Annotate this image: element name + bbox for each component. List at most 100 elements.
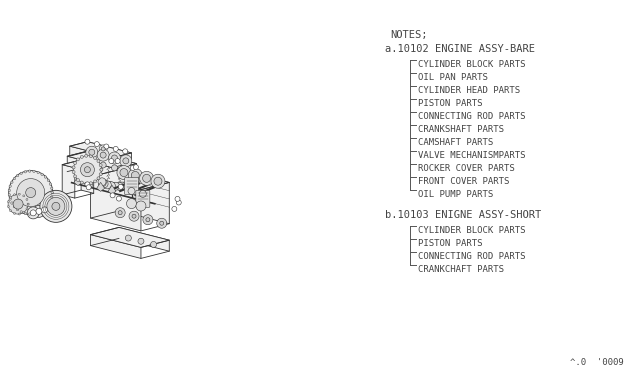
Polygon shape [119,227,170,251]
Circle shape [26,187,36,198]
Circle shape [74,175,77,178]
Polygon shape [90,177,141,231]
FancyBboxPatch shape [136,190,150,207]
Text: b.10103 ENIGNE ASSY-SHORT: b.10103 ENIGNE ASSY-SHORT [385,210,541,220]
Circle shape [150,241,157,247]
Circle shape [72,170,75,173]
Circle shape [9,171,52,215]
Circle shape [120,169,128,177]
Circle shape [138,238,144,244]
Circle shape [100,168,103,171]
Circle shape [28,207,39,219]
Text: CYLINDER BLOCK PARTS: CYLINDER BLOCK PARTS [418,226,525,235]
Circle shape [30,210,36,216]
Circle shape [94,142,99,147]
Circle shape [17,174,19,177]
Circle shape [13,205,15,208]
Polygon shape [90,235,141,259]
Circle shape [89,159,95,165]
Polygon shape [81,160,93,193]
Circle shape [19,213,20,215]
Circle shape [123,168,129,174]
Circle shape [51,192,53,194]
Circle shape [93,157,97,160]
Circle shape [13,177,15,180]
Circle shape [125,235,131,241]
Circle shape [109,152,120,164]
Circle shape [111,155,118,161]
Circle shape [97,160,100,163]
Circle shape [176,200,181,205]
Circle shape [44,207,47,209]
Text: CONNECTING ROD PARTS: CONNECTING ROD PARTS [418,112,525,121]
Circle shape [49,200,52,202]
Text: CRANKCHAFT PARTS: CRANKCHAFT PARTS [418,265,504,274]
Circle shape [47,204,49,206]
Circle shape [104,144,109,149]
Circle shape [13,212,15,214]
Circle shape [118,184,124,189]
Circle shape [37,212,40,214]
Circle shape [76,158,79,161]
Circle shape [26,198,28,201]
Polygon shape [67,151,136,169]
Text: ROCKER COVER PARTS: ROCKER COVER PARTS [418,164,515,173]
Polygon shape [70,142,131,157]
Circle shape [51,187,53,189]
Text: VALVE MECHANISMPARTS: VALVE MECHANISMPARTS [418,151,525,160]
Circle shape [36,208,42,214]
Circle shape [49,183,52,185]
Text: NOTES;: NOTES; [390,30,428,40]
Circle shape [90,155,92,158]
Circle shape [97,177,100,180]
Circle shape [100,180,108,188]
Circle shape [51,192,53,194]
Circle shape [20,172,22,174]
Circle shape [99,145,107,153]
Circle shape [9,185,12,187]
Circle shape [27,203,29,205]
Circle shape [117,166,131,180]
Circle shape [24,212,26,215]
Circle shape [100,168,103,171]
Circle shape [28,170,31,172]
Circle shape [41,210,44,212]
Circle shape [74,156,101,184]
Circle shape [52,202,60,210]
Circle shape [33,205,45,217]
Circle shape [28,213,31,215]
Circle shape [86,185,91,190]
Circle shape [129,211,139,221]
Circle shape [118,211,122,215]
Circle shape [143,174,150,182]
Text: a.10102 ENGINE ASSY-BARE: a.10102 ENGINE ASSY-BARE [385,44,535,54]
Text: PISTON PARTS: PISTON PARTS [418,99,483,108]
Circle shape [84,182,88,185]
Circle shape [33,213,35,215]
Circle shape [11,202,13,204]
Circle shape [26,208,28,210]
Circle shape [90,182,92,185]
Polygon shape [62,165,75,198]
Circle shape [151,174,165,188]
Circle shape [41,173,44,176]
Text: CAMSHAFT PARTS: CAMSHAFT PARTS [418,138,493,147]
Circle shape [20,211,22,213]
Circle shape [76,179,79,182]
Text: CYLINDER HEAD PARTS: CYLINDER HEAD PARTS [418,86,520,95]
Circle shape [27,203,29,205]
Circle shape [13,194,15,196]
Circle shape [123,149,128,154]
Circle shape [136,201,146,211]
Circle shape [131,166,135,170]
Circle shape [85,182,90,187]
Circle shape [42,207,47,213]
Circle shape [85,139,90,144]
Circle shape [115,158,120,164]
Circle shape [84,154,88,157]
Circle shape [81,163,95,177]
Polygon shape [119,170,170,224]
Circle shape [175,196,180,201]
Circle shape [115,208,125,218]
Text: CONNECTING ROD PARTS: CONNECTING ROD PARTS [418,252,525,261]
